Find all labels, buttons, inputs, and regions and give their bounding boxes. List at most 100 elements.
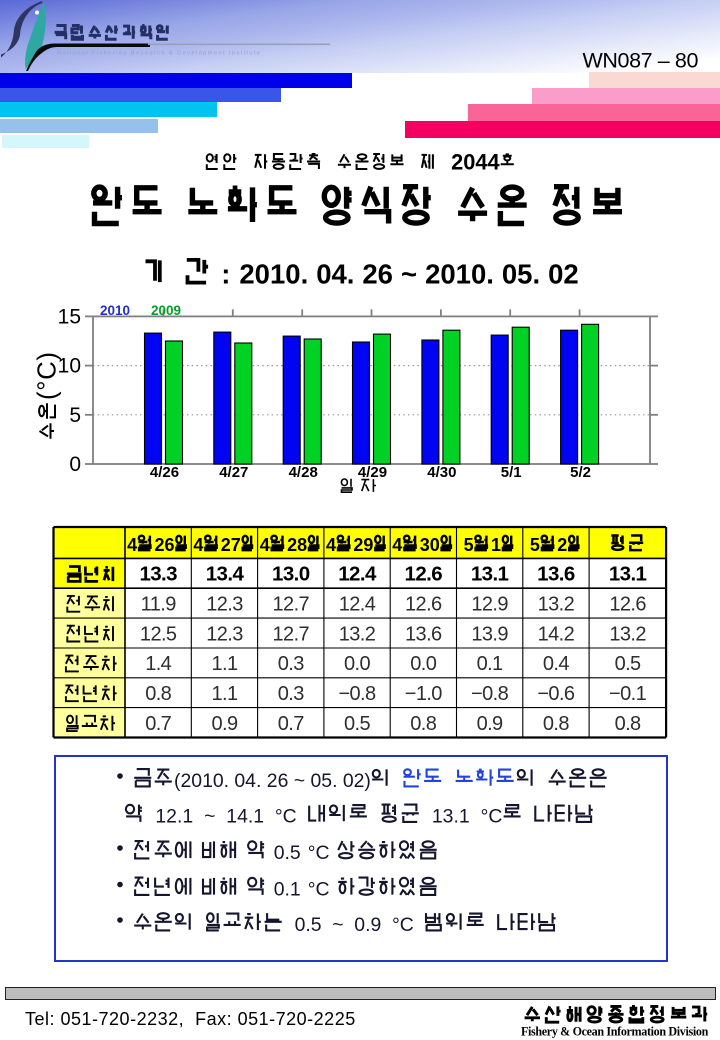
svg-text:Tel: 051-720-2232, Fax: 051-7: Tel: 051-720-2232, Fax: 051-720-2225: [25, 1009, 356, 1029]
svg-text:0.9: 0.9: [211, 713, 237, 735]
svg-text:29: 29: [353, 535, 373, 555]
svg-text:05.: 05.: [311, 770, 338, 792]
svg-text:12.9: 12.9: [471, 594, 508, 616]
svg-text:~: ~: [204, 805, 215, 827]
svg-text:~: ~: [332, 914, 343, 936]
svg-text:0.8: 0.8: [543, 713, 569, 735]
svg-text:(: (: [174, 770, 181, 792]
svg-text:4/28: 4/28: [289, 464, 318, 481]
svg-text:12.7: 12.7: [273, 594, 310, 616]
svg-text:0.0: 0.0: [410, 653, 436, 675]
svg-text:14.2: 14.2: [538, 623, 575, 645]
svg-text:4: 4: [260, 535, 270, 555]
svg-text:12.4: 12.4: [338, 563, 377, 586]
svg-text:−0.8: −0.8: [471, 683, 509, 705]
svg-text:12.5: 12.5: [140, 623, 177, 645]
svg-text:~: ~: [294, 770, 305, 792]
svg-text:0.9: 0.9: [354, 914, 381, 936]
svg-text:10: 10: [58, 355, 81, 378]
svg-text:26: 26: [362, 259, 393, 290]
svg-text:°C: °C: [275, 805, 297, 827]
svg-text:National Fisheries Research &: National Fisheries Research & Developmen…: [57, 51, 260, 57]
svg-text:4/27: 4/27: [219, 464, 248, 481]
svg-text:−0.8: −0.8: [338, 683, 376, 705]
svg-text:27: 27: [221, 535, 241, 555]
svg-text:5/2: 5/2: [570, 464, 591, 481]
svg-text:13.1: 13.1: [471, 563, 509, 586]
svg-text:1.1: 1.1: [211, 683, 237, 705]
svg-text:0.5: 0.5: [615, 653, 641, 675]
svg-text:5/1: 5/1: [501, 464, 522, 481]
svg-text:2044: 2044: [451, 150, 500, 175]
svg-text:26: 26: [267, 770, 289, 792]
svg-text:12.6: 12.6: [405, 594, 442, 616]
svg-text:5: 5: [464, 535, 474, 555]
svg-text:13.9: 13.9: [471, 623, 508, 645]
svg-text:(°C): (°C): [34, 351, 62, 400]
svg-text:Fishery & Ocean Information Di: Fishery & Ocean Information Division: [521, 1025, 709, 1039]
svg-text:4: 4: [193, 535, 203, 555]
svg-text:13.2: 13.2: [538, 594, 575, 616]
svg-text:12.3: 12.3: [206, 594, 243, 616]
svg-text:0.5: 0.5: [344, 713, 370, 735]
svg-text:1.1: 1.1: [211, 653, 237, 675]
svg-text:2010.: 2010.: [425, 259, 494, 290]
svg-text:13.3: 13.3: [139, 563, 177, 586]
svg-text:13.2: 13.2: [609, 623, 646, 645]
svg-text:0.1: 0.1: [274, 878, 301, 900]
svg-text:12.3: 12.3: [206, 623, 243, 645]
svg-text:12.6: 12.6: [405, 563, 443, 586]
svg-text:5: 5: [530, 535, 540, 555]
svg-text:14.1: 14.1: [226, 805, 264, 827]
svg-text:13.1: 13.1: [609, 563, 647, 586]
svg-text:11.9: 11.9: [141, 594, 177, 616]
svg-text:02: 02: [343, 770, 365, 792]
svg-text:1: 1: [491, 535, 501, 555]
svg-text:05.: 05.: [502, 259, 540, 290]
svg-text:): ): [364, 770, 370, 792]
svg-text:30: 30: [420, 535, 440, 555]
svg-text:0: 0: [69, 453, 81, 476]
svg-text:12.1: 12.1: [155, 805, 193, 827]
svg-text:2010: 2010: [100, 303, 130, 318]
svg-text:4/30: 4/30: [427, 464, 456, 481]
svg-text:4/29: 4/29: [358, 464, 387, 481]
svg-text:26: 26: [155, 535, 175, 555]
svg-text:0.0: 0.0: [344, 653, 370, 675]
svg-text:13.0: 13.0: [272, 563, 310, 586]
svg-text:13.1: 13.1: [432, 805, 470, 827]
svg-text:°C: °C: [481, 805, 503, 827]
svg-text:0.7: 0.7: [278, 713, 304, 735]
svg-text:°C: °C: [308, 878, 330, 900]
svg-text:04.: 04.: [316, 259, 354, 290]
svg-text:0.8: 0.8: [615, 713, 641, 735]
svg-text:2: 2: [557, 535, 567, 555]
svg-text:12.6: 12.6: [609, 594, 646, 616]
svg-text:04.: 04.: [234, 770, 261, 792]
svg-text:0.8: 0.8: [145, 683, 171, 705]
svg-text:0.1: 0.1: [477, 653, 503, 675]
svg-text::: :: [221, 259, 230, 290]
svg-text:28: 28: [287, 535, 307, 555]
svg-text:°C: °C: [392, 914, 414, 936]
svg-text:−0.1: −0.1: [609, 683, 647, 705]
svg-text:4: 4: [326, 535, 336, 555]
svg-text:12.4: 12.4: [339, 594, 376, 616]
svg-text:12.7: 12.7: [273, 623, 310, 645]
svg-text:2009: 2009: [151, 303, 181, 318]
svg-text:0.3: 0.3: [278, 683, 304, 705]
svg-text:13.4: 13.4: [206, 563, 245, 586]
svg-text:0.8: 0.8: [410, 713, 436, 735]
svg-text:5: 5: [69, 404, 81, 427]
svg-text:0.3: 0.3: [278, 653, 304, 675]
svg-text:13.6: 13.6: [405, 623, 442, 645]
svg-text:~: ~: [401, 259, 417, 290]
svg-text:−0.6: −0.6: [537, 683, 575, 705]
svg-text:°C: °C: [308, 842, 330, 864]
svg-text:0.5: 0.5: [274, 842, 301, 864]
svg-text:2010.: 2010.: [239, 259, 308, 290]
svg-text:4: 4: [127, 535, 137, 555]
svg-text:−1.0: −1.0: [405, 683, 443, 705]
svg-text:15: 15: [58, 305, 81, 328]
svg-text:02: 02: [548, 259, 579, 290]
